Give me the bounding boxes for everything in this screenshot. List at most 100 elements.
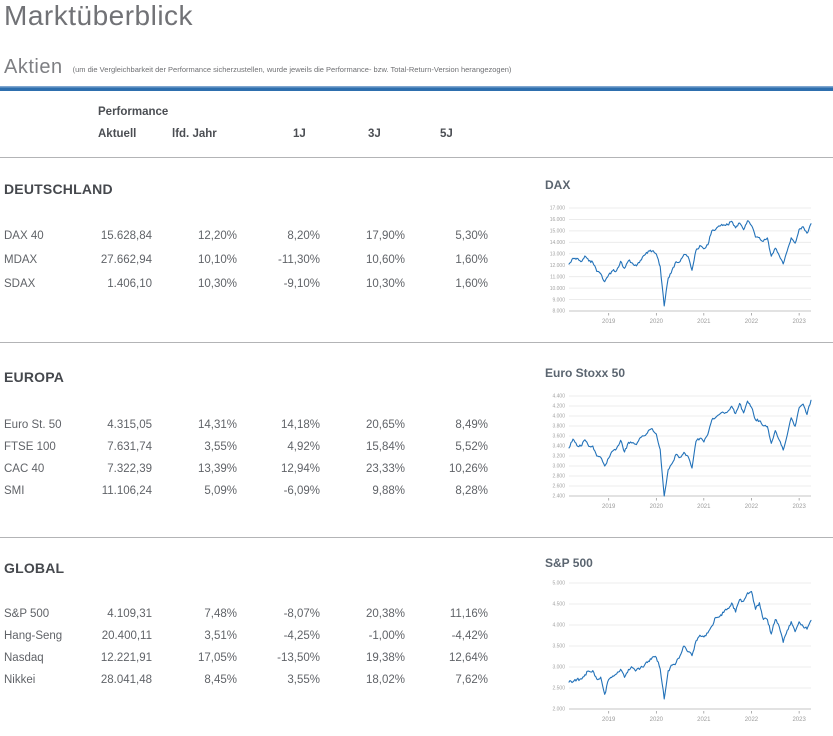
row-value: 20.400,11	[101, 630, 152, 642]
row-value: 18,02%	[365, 674, 405, 686]
row-value: -13,50%	[277, 652, 320, 664]
svg-text:4.400: 4.400	[552, 394, 565, 400]
row-value: 1.406,10	[107, 278, 152, 290]
row-value: 10,30%	[197, 278, 237, 290]
svg-text:4.000: 4.000	[552, 623, 565, 629]
row-value: 12,64%	[448, 652, 488, 664]
chart-svg: 2.000 2.500 3.000 3.500 4.000 4.500 5.000 2019 2…	[552, 581, 812, 723]
row-value: 10,26%	[448, 463, 488, 475]
section-heading: DEUTSCHLAND	[4, 181, 113, 197]
chart-dax: DAX 8.000 9.000 10.000 11.000 12.000 13.000 14…	[545, 178, 827, 324]
chart-sp-500: S&P 500 2.000 2.500 3.000 3.500 4.000 4.500 5.…	[545, 556, 827, 724]
svg-text:2023: 2023	[792, 717, 806, 723]
svg-text:8.000: 8.000	[552, 309, 565, 315]
row-value: -9,10%	[283, 278, 320, 290]
table-row: Nikkei 28.041,48 8,45% 3,55% 18,02% 7,62%	[4, 669, 490, 691]
row-value: -11,30%	[278, 254, 320, 266]
chart-title: DAX	[545, 178, 571, 192]
row-label: FTSE 100	[4, 441, 56, 453]
section-rows: Euro St. 50 4.315,05 14,31% 14,18% 20,65% 8,4…	[4, 414, 490, 502]
row-value: 15.628,84	[100, 230, 152, 242]
row-value: -6,09%	[283, 485, 320, 497]
row-value: -4,25%	[283, 630, 320, 642]
row-label: Euro St. 50	[4, 419, 62, 431]
svg-text:3.800: 3.800	[552, 424, 565, 430]
svg-text:2020: 2020	[650, 504, 664, 510]
row-value: 3,51%	[204, 630, 237, 642]
row-value: 9,88%	[372, 485, 405, 497]
row-label: DAX 40	[4, 230, 44, 242]
svg-text:11.000: 11.000	[550, 274, 565, 280]
row-value: 7.322,39	[107, 463, 152, 475]
row-value: 19,38%	[365, 652, 405, 664]
column-header-1j: 1J	[293, 128, 306, 140]
svg-text:2.500: 2.500	[552, 686, 565, 692]
svg-text:3.000: 3.000	[552, 464, 565, 470]
section-heading: GLOBAL	[4, 560, 65, 576]
row-value: 28.041,48	[100, 674, 152, 686]
row-value: 1,60%	[455, 278, 488, 290]
row-label: Nikkei	[4, 674, 36, 686]
svg-text:9.000: 9.000	[552, 297, 565, 303]
svg-text:3.000: 3.000	[552, 665, 565, 671]
svg-text:3.200: 3.200	[552, 454, 565, 460]
row-value: 11.106,24	[101, 485, 152, 497]
row-value: 5,09%	[204, 485, 237, 497]
row-label: SMI	[4, 485, 25, 497]
table-row: MDAX 27.662,94 10,10% -11,30% 10,60% 1,60%	[4, 248, 490, 272]
row-value: 17,05%	[197, 652, 237, 664]
table-row: SMI 11.106,24 5,09% -6,09% 9,88% 8,28%	[4, 480, 490, 502]
row-value: 7,62%	[455, 674, 488, 686]
svg-text:5.000: 5.000	[552, 581, 565, 587]
row-value: 3,55%	[204, 441, 237, 453]
row-label: CAC 40	[4, 463, 45, 475]
svg-text:2023: 2023	[792, 504, 806, 510]
chart-euro-stoxx-50: Euro Stoxx 50 2.400 2.600 2.800 3.000 3.200 3…	[545, 366, 827, 510]
row-value: 11,16%	[449, 608, 488, 620]
svg-text:4.200: 4.200	[552, 404, 565, 410]
svg-text:2.600: 2.600	[552, 484, 565, 490]
column-group-header: Performance	[98, 106, 169, 118]
svg-text:2021: 2021	[697, 717, 711, 723]
separator-line	[0, 342, 833, 343]
asset-class-note: (um die Vergleichbarkeit der Performance…	[72, 65, 512, 74]
svg-text:4.500: 4.500	[552, 602, 565, 608]
row-value: 12,20%	[197, 230, 237, 242]
line-chart: 2.400 2.600 2.800 3.000 3.200 3.400 3.600 3.800…	[545, 386, 827, 510]
page-title: Marktüberblick	[4, 0, 194, 31]
chart-svg: 2.400 2.600 2.800 3.000 3.200 3.400 3.600 3.800…	[552, 394, 812, 510]
table-row: SDAX 1.406,10 10,30% -9,10% 10,30% 1,60%	[4, 272, 490, 296]
svg-text:14.000: 14.000	[550, 240, 566, 246]
column-header-lfd-jahr: lfd. Jahr	[172, 128, 217, 140]
svg-text:3.500: 3.500	[552, 644, 565, 650]
row-value: 20,38%	[365, 608, 405, 620]
row-value: 1,60%	[455, 254, 488, 266]
section-deutschland: DEUTSCHLAND DAX 40 15.628,84 12,20% 8,20% 17…	[4, 181, 490, 296]
row-value: 17,90%	[365, 230, 405, 242]
row-value: 23,33%	[365, 463, 405, 475]
row-value: 3,55%	[287, 674, 320, 686]
svg-text:2019: 2019	[602, 717, 616, 723]
row-value: 20,65%	[365, 419, 405, 431]
row-value: 8,28%	[455, 485, 488, 497]
separator-line	[0, 157, 833, 158]
row-label: Nasdaq	[4, 652, 44, 664]
svg-text:2019: 2019	[602, 504, 616, 510]
svg-text:2023: 2023	[792, 319, 806, 324]
asset-class-title: Aktien	[4, 56, 63, 78]
svg-text:2022: 2022	[745, 319, 759, 324]
table-row: FTSE 100 7.631,74 3,55% 4,92% 15,84% 5,52%	[4, 436, 490, 458]
row-value: 4.109,31	[107, 608, 152, 620]
row-label: MDAX	[4, 254, 38, 266]
svg-text:3.600: 3.600	[552, 434, 565, 440]
svg-text:16.000: 16.000	[550, 217, 566, 223]
row-value: -4,42%	[451, 630, 488, 642]
column-header-3j: 3J	[368, 128, 381, 140]
chart-title: Euro Stoxx 50	[545, 366, 626, 380]
svg-text:2021: 2021	[697, 504, 711, 510]
row-value: 14,18%	[280, 419, 320, 431]
chart-svg: 8.000 9.000 10.000 11.000 12.000 13.000 14.000…	[550, 206, 812, 324]
chart-title: S&P 500	[545, 556, 593, 570]
svg-text:2020: 2020	[650, 319, 664, 324]
table-row: Euro St. 50 4.315,05 14,31% 14,18% 20,65% 8,4…	[4, 414, 490, 436]
